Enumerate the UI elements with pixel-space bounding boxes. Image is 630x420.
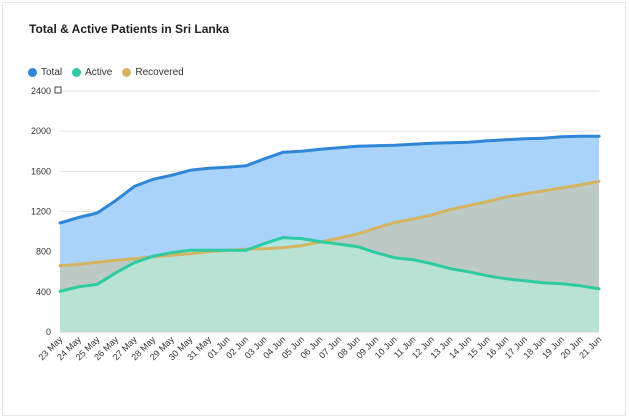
y-tick-label: 1200 bbox=[31, 207, 51, 217]
y-tick-label: 1600 bbox=[31, 166, 51, 176]
legend-dot-recovered bbox=[122, 68, 132, 77]
y-tick-label: 2000 bbox=[31, 126, 51, 136]
chart-legend: Total Active Recovered bbox=[28, 67, 194, 78]
menu-icon bbox=[54, 86, 62, 94]
legend-label-active: Active bbox=[85, 67, 113, 78]
legend-item-active[interactable]: Active bbox=[72, 67, 112, 78]
legend-dot-total bbox=[28, 68, 37, 77]
legend-label-recovered: Recovered bbox=[135, 67, 184, 78]
chart-title: Total & Active Patients in Sri Lanka bbox=[29, 22, 230, 36]
legend-label-total: Total bbox=[41, 67, 63, 78]
y-tick-label: 2400 bbox=[31, 86, 51, 96]
line-total bbox=[58, 134, 601, 225]
y-tick-label: 0 bbox=[46, 327, 51, 337]
y-tick-label: 800 bbox=[36, 247, 51, 257]
line-active bbox=[58, 236, 601, 293]
legend-item-total[interactable]: Total bbox=[28, 67, 62, 78]
y-tick-label: 400 bbox=[36, 287, 51, 297]
area-active bbox=[60, 237, 599, 332]
legend-item-recovered[interactable]: Recovered bbox=[122, 67, 184, 78]
legend-dot-active bbox=[72, 68, 82, 77]
